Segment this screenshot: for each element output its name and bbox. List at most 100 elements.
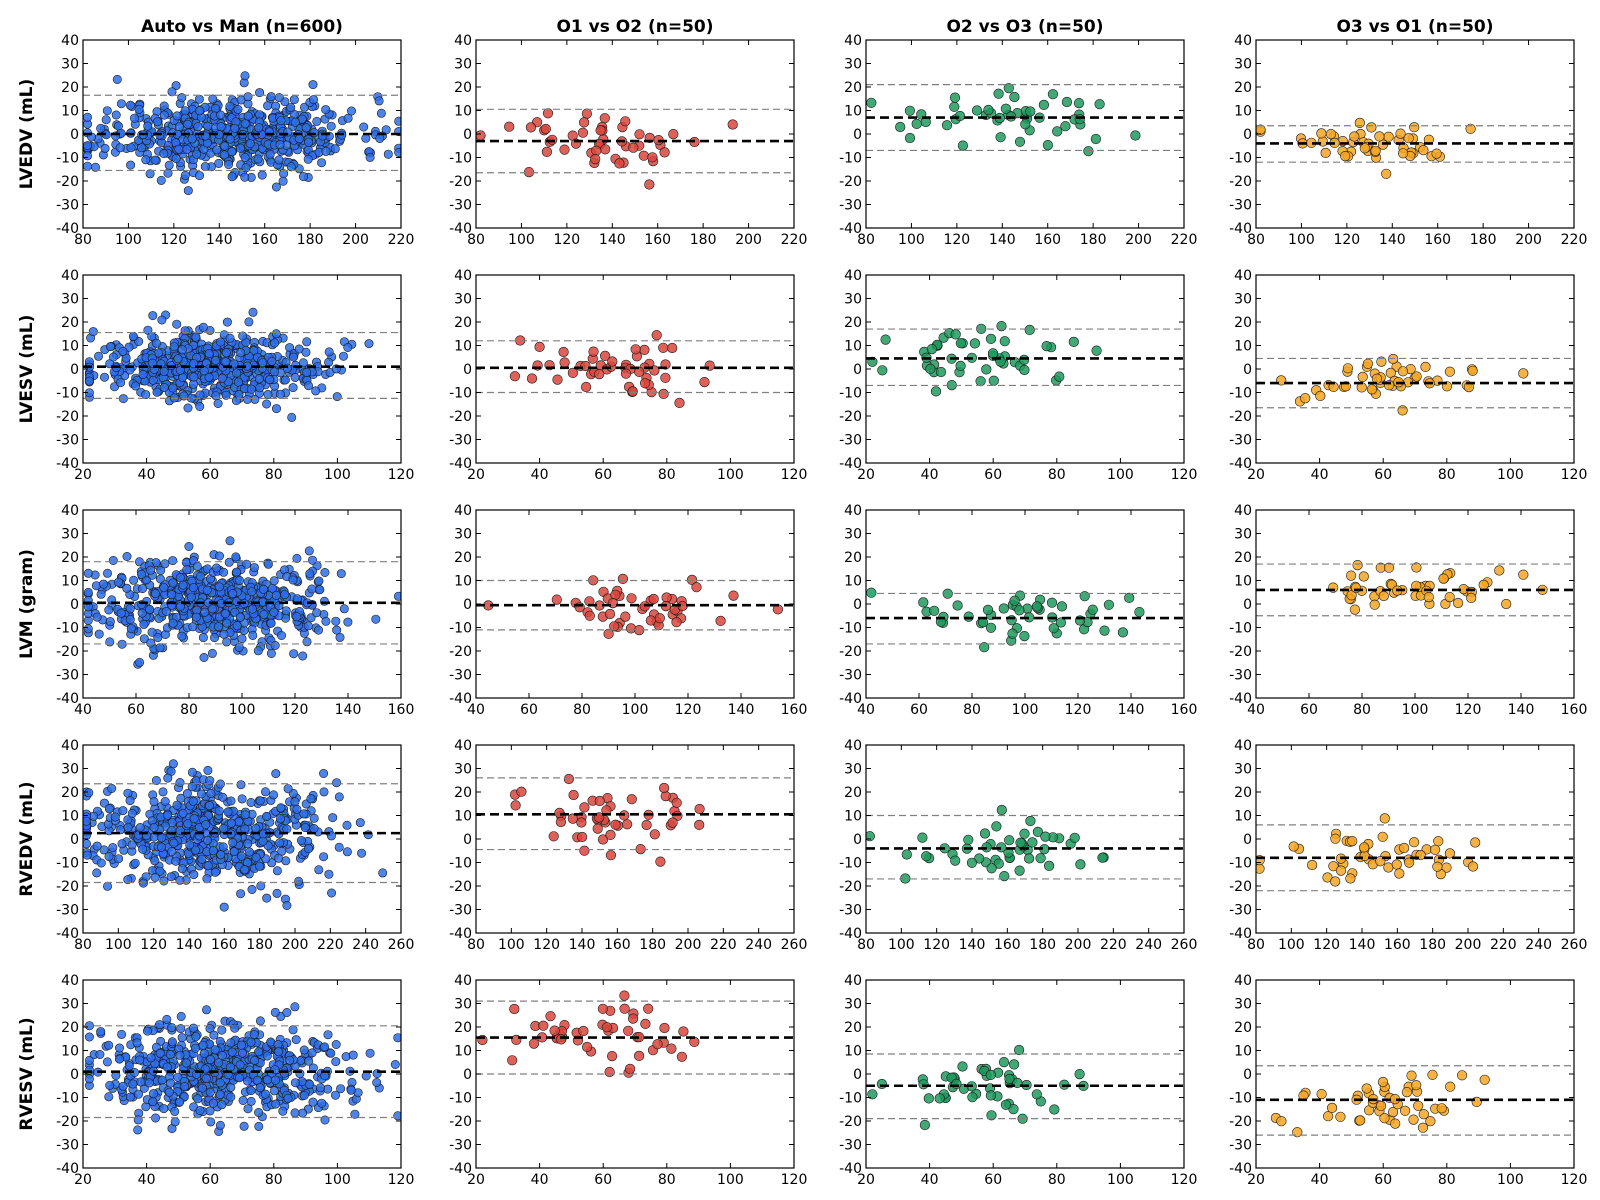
- data-point: [242, 394, 252, 404]
- data-point: [667, 817, 678, 828]
- data-point: [260, 1089, 270, 1099]
- data-point: [146, 638, 156, 648]
- data-point: [545, 1011, 556, 1022]
- x-tick-label: 100: [1107, 1172, 1134, 1188]
- data-point: [131, 381, 141, 391]
- y-tick-label: 10: [61, 339, 79, 355]
- y-tick-label: 20: [1234, 785, 1252, 801]
- data-point: [334, 842, 344, 852]
- data-point: [986, 1110, 997, 1121]
- x-tick-label: 120: [1333, 232, 1360, 248]
- data-point: [91, 162, 101, 172]
- data-point: [298, 651, 308, 661]
- data-point: [1047, 89, 1058, 100]
- data-point: [153, 117, 163, 127]
- data-point: [324, 869, 334, 879]
- data-point: [929, 605, 940, 616]
- data-point: [290, 1108, 300, 1118]
- data-point: [476, 130, 486, 141]
- data-point: [263, 389, 273, 399]
- y-tick-label: -40: [449, 221, 472, 237]
- data-point: [279, 1068, 289, 1078]
- y-tick-label: 40: [1234, 738, 1252, 754]
- data-point: [308, 95, 318, 105]
- data-point: [246, 384, 256, 394]
- data-point: [327, 888, 337, 898]
- data-point: [223, 807, 233, 817]
- data-point: [141, 390, 151, 400]
- x-tick-label: 20: [1247, 1172, 1265, 1188]
- y-tick-label: 0: [853, 597, 862, 613]
- data-point: [1015, 837, 1026, 848]
- data-point: [576, 817, 587, 828]
- data-point: [876, 1078, 888, 1090]
- y-tick-label: 10: [844, 339, 862, 355]
- y-tick-label: 40: [1234, 33, 1252, 49]
- data-point: [269, 607, 279, 617]
- y-tick-label: 10: [1234, 104, 1252, 120]
- y-tick-label: -10: [56, 151, 79, 167]
- data-point: [271, 590, 281, 600]
- y-tick-label: -30: [839, 198, 862, 214]
- data-point: [173, 354, 183, 364]
- y-tick-label: 30: [61, 527, 79, 543]
- data-point: [240, 153, 250, 163]
- x-tick-label: 160: [1561, 702, 1588, 718]
- x-tick-label: 80: [1438, 1172, 1456, 1188]
- data-point: [987, 348, 999, 359]
- data-point: [134, 1089, 144, 1099]
- data-point: [135, 1055, 145, 1065]
- data-point: [305, 1079, 315, 1089]
- x-tick-label: 220: [1100, 937, 1127, 953]
- data-point: [727, 119, 738, 130]
- data-point: [271, 329, 281, 339]
- data-point: [290, 797, 300, 807]
- data-point: [125, 1092, 135, 1102]
- data-point: [921, 851, 932, 862]
- data-point: [308, 1097, 318, 1107]
- data-point: [1361, 1083, 1372, 1094]
- data-point: [214, 1058, 224, 1068]
- data-point: [620, 116, 631, 127]
- data-point: [210, 867, 220, 877]
- data-point: [1427, 1069, 1438, 1080]
- x-tick-label: 80: [573, 702, 591, 718]
- data-point: [321, 146, 331, 156]
- x-tick-label: 100: [1497, 1172, 1524, 1188]
- data-point: [1315, 390, 1326, 402]
- data-point: [981, 364, 992, 375]
- data-point: [218, 792, 228, 802]
- data-point: [1031, 601, 1043, 612]
- x-tick-label: 80: [74, 232, 92, 248]
- data-point: [306, 613, 316, 623]
- data-point: [193, 1094, 203, 1104]
- x-tick-label: 180: [639, 937, 666, 953]
- data-point: [304, 1056, 314, 1066]
- data-point: [652, 1039, 663, 1050]
- data-point: [242, 1076, 252, 1086]
- data-point: [259, 609, 269, 619]
- data-point: [181, 1058, 191, 1068]
- data-point: [143, 1026, 153, 1036]
- data-point: [214, 158, 224, 168]
- data-point: [187, 767, 197, 777]
- data-point: [302, 337, 312, 347]
- data-point: [164, 1087, 174, 1097]
- data-point: [1340, 151, 1351, 162]
- data-point: [275, 814, 285, 824]
- data-point: [1375, 1100, 1387, 1111]
- data-point: [217, 1100, 227, 1110]
- column-title: O1 vs O2 (n=50): [556, 17, 713, 37]
- data-point: [578, 117, 590, 128]
- data-point: [866, 587, 877, 598]
- data-point: [240, 810, 250, 820]
- y-tick-label: 30: [454, 762, 472, 778]
- x-tick-label: 240: [745, 937, 772, 953]
- data-point: [225, 333, 235, 343]
- data-point: [167, 87, 177, 97]
- y-tick-label: -10: [839, 386, 862, 402]
- data-point: [330, 1090, 340, 1100]
- data-point: [591, 145, 602, 156]
- data-point: [263, 101, 273, 111]
